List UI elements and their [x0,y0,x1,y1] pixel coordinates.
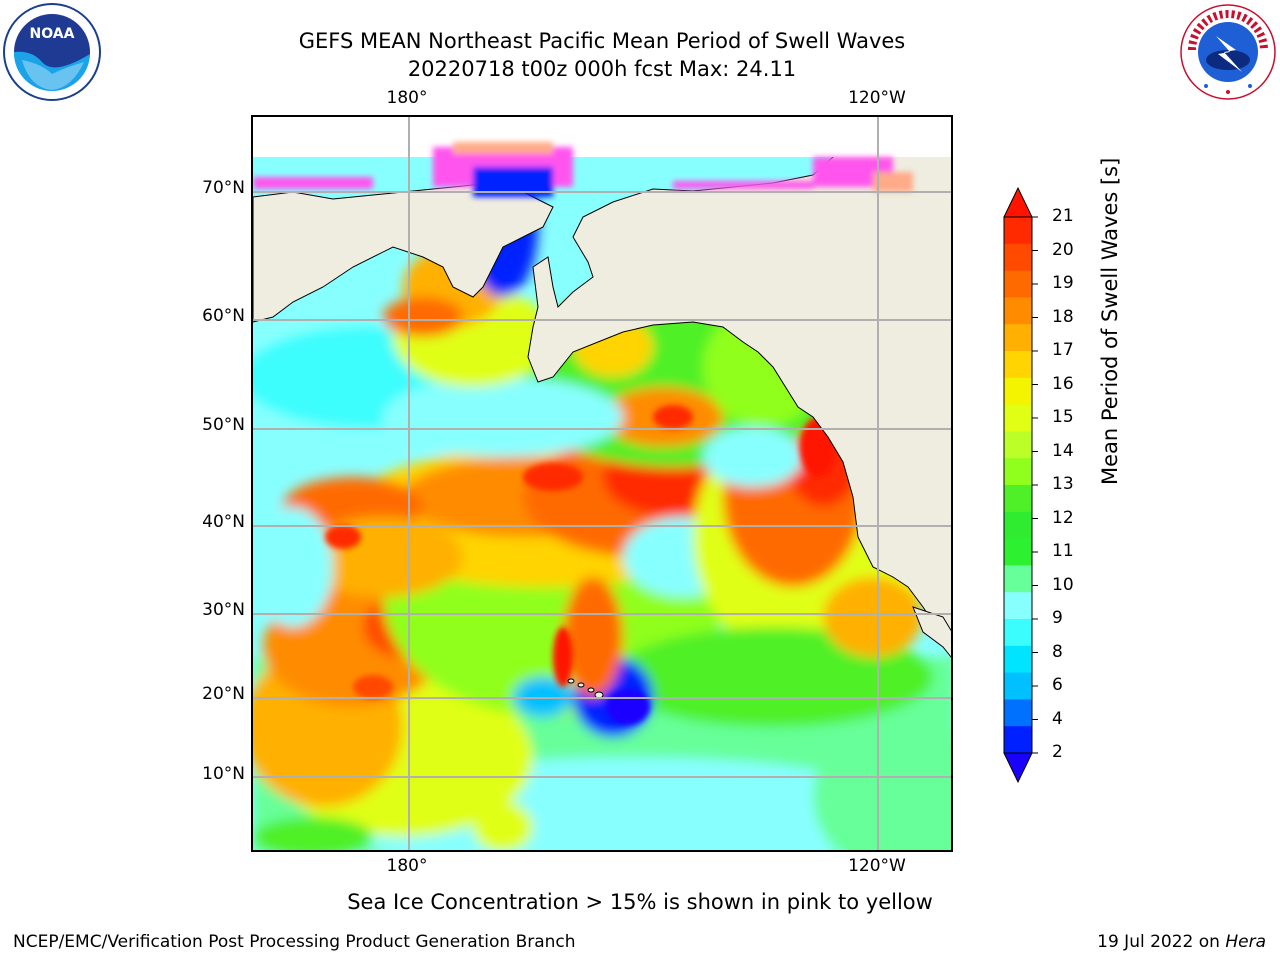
lat-label-50n: 50°N [202,415,245,435]
colorbar-tick-label: 10 [1052,574,1074,595]
colorbar-tick-label: 14 [1052,440,1074,461]
colorbar-swatch [1004,592,1032,620]
colorbar-swatch [1004,377,1032,406]
colorbar-over-arrow [1003,186,1033,218]
colorbar-tick-label: 11 [1052,541,1074,561]
colorbar-swatch [1004,217,1032,245]
colorbar-tick-label: 17 [1052,340,1074,360]
colorbar-under-arrow [1003,752,1033,784]
colorbar-swatch [1004,538,1032,566]
colorbar-swatch [1004,565,1032,593]
map-panel [251,115,953,852]
graticule [253,117,951,850]
lon-label-bottom-180: 180° [386,856,428,876]
colorbar-swatch [1004,699,1032,727]
colorbar-tick-label: 9 [1052,608,1063,628]
colorbar-tick-label: 6 [1052,675,1063,695]
colorbar-tick-label: 15 [1052,407,1074,427]
sea-ice-note: Sea Ice Concentration > 15% is shown in … [347,890,933,914]
colorbar-swatch [1004,619,1032,647]
colorbar-swatch [1004,431,1032,459]
colorbar-swatch [1004,726,1032,754]
colorbar-tick-label: 16 [1052,373,1074,394]
colorbar-tick-label: 18 [1052,306,1074,327]
colorbar-swatch [1004,511,1032,540]
noaa-logo-icon: NOAA [2,2,102,102]
chart-subtitle: 20220718 t00z 000h fcst Max: 24.11 [407,57,797,81]
colorbar-swatch [1004,458,1032,486]
lon-label-top-120w: 120°W [848,88,906,108]
colorbar-swatch [1004,351,1032,379]
noaa-logo-text: NOAA [30,26,75,42]
colorbar-swatch [1004,297,1032,325]
colorbar-tick-label: 20 [1052,239,1074,260]
footer-date-text: 19 Jul 2022 on [1097,932,1226,952]
colorbar-label: Mean Period of Swell Waves [s] [1098,157,1122,485]
arctic-no-data [253,117,951,157]
colorbar-swatch [1004,485,1032,513]
colorbar-tick-label: 8 [1052,641,1063,662]
colorbar-swatch [1004,324,1032,352]
nws-logo-icon [1178,2,1278,102]
colorbar-tick-label: 2 [1052,742,1063,762]
lat-label-20n: 20°N [202,684,245,704]
lon-label-top-180: 180° [386,88,428,108]
colorbar [1000,185,1040,789]
colorbar-scale [1003,186,1038,784]
footer-machine: Hera [1225,932,1266,952]
footer-date: 19 Jul 2022 on Hera [1097,932,1266,952]
colorbar-swatch [1004,270,1032,298]
land-north-america [527,117,951,645]
colorbar-swatch [1004,645,1032,674]
colorbar-tick-label: 19 [1052,273,1074,293]
colorbar-tick-label: 4 [1052,708,1063,729]
colorbar-swatch [1004,672,1032,700]
lon-label-bottom-120w: 120°W [848,856,906,876]
lat-label-60n: 60°N [202,306,245,326]
lat-label-70n: 70°N [202,178,245,198]
lat-label-30n: 30°N [202,600,245,620]
footer-credit: NCEP/EMC/Verification Post Processing Pr… [13,932,576,952]
swell-period-map [253,117,951,850]
land-baja [912,606,951,658]
colorbar-tick-label: 12 [1052,507,1074,528]
colorbar-swatch [1004,243,1032,272]
colorbar-tick-label: 13 [1052,474,1074,494]
colorbar-tick-label: 21 [1052,206,1074,226]
lat-label-40n: 40°N [202,512,245,532]
colorbar-swatch [1004,404,1032,432]
lat-label-10n: 10°N [202,764,245,784]
chart-title: GEFS MEAN Northeast Pacific Mean Period … [298,29,906,53]
